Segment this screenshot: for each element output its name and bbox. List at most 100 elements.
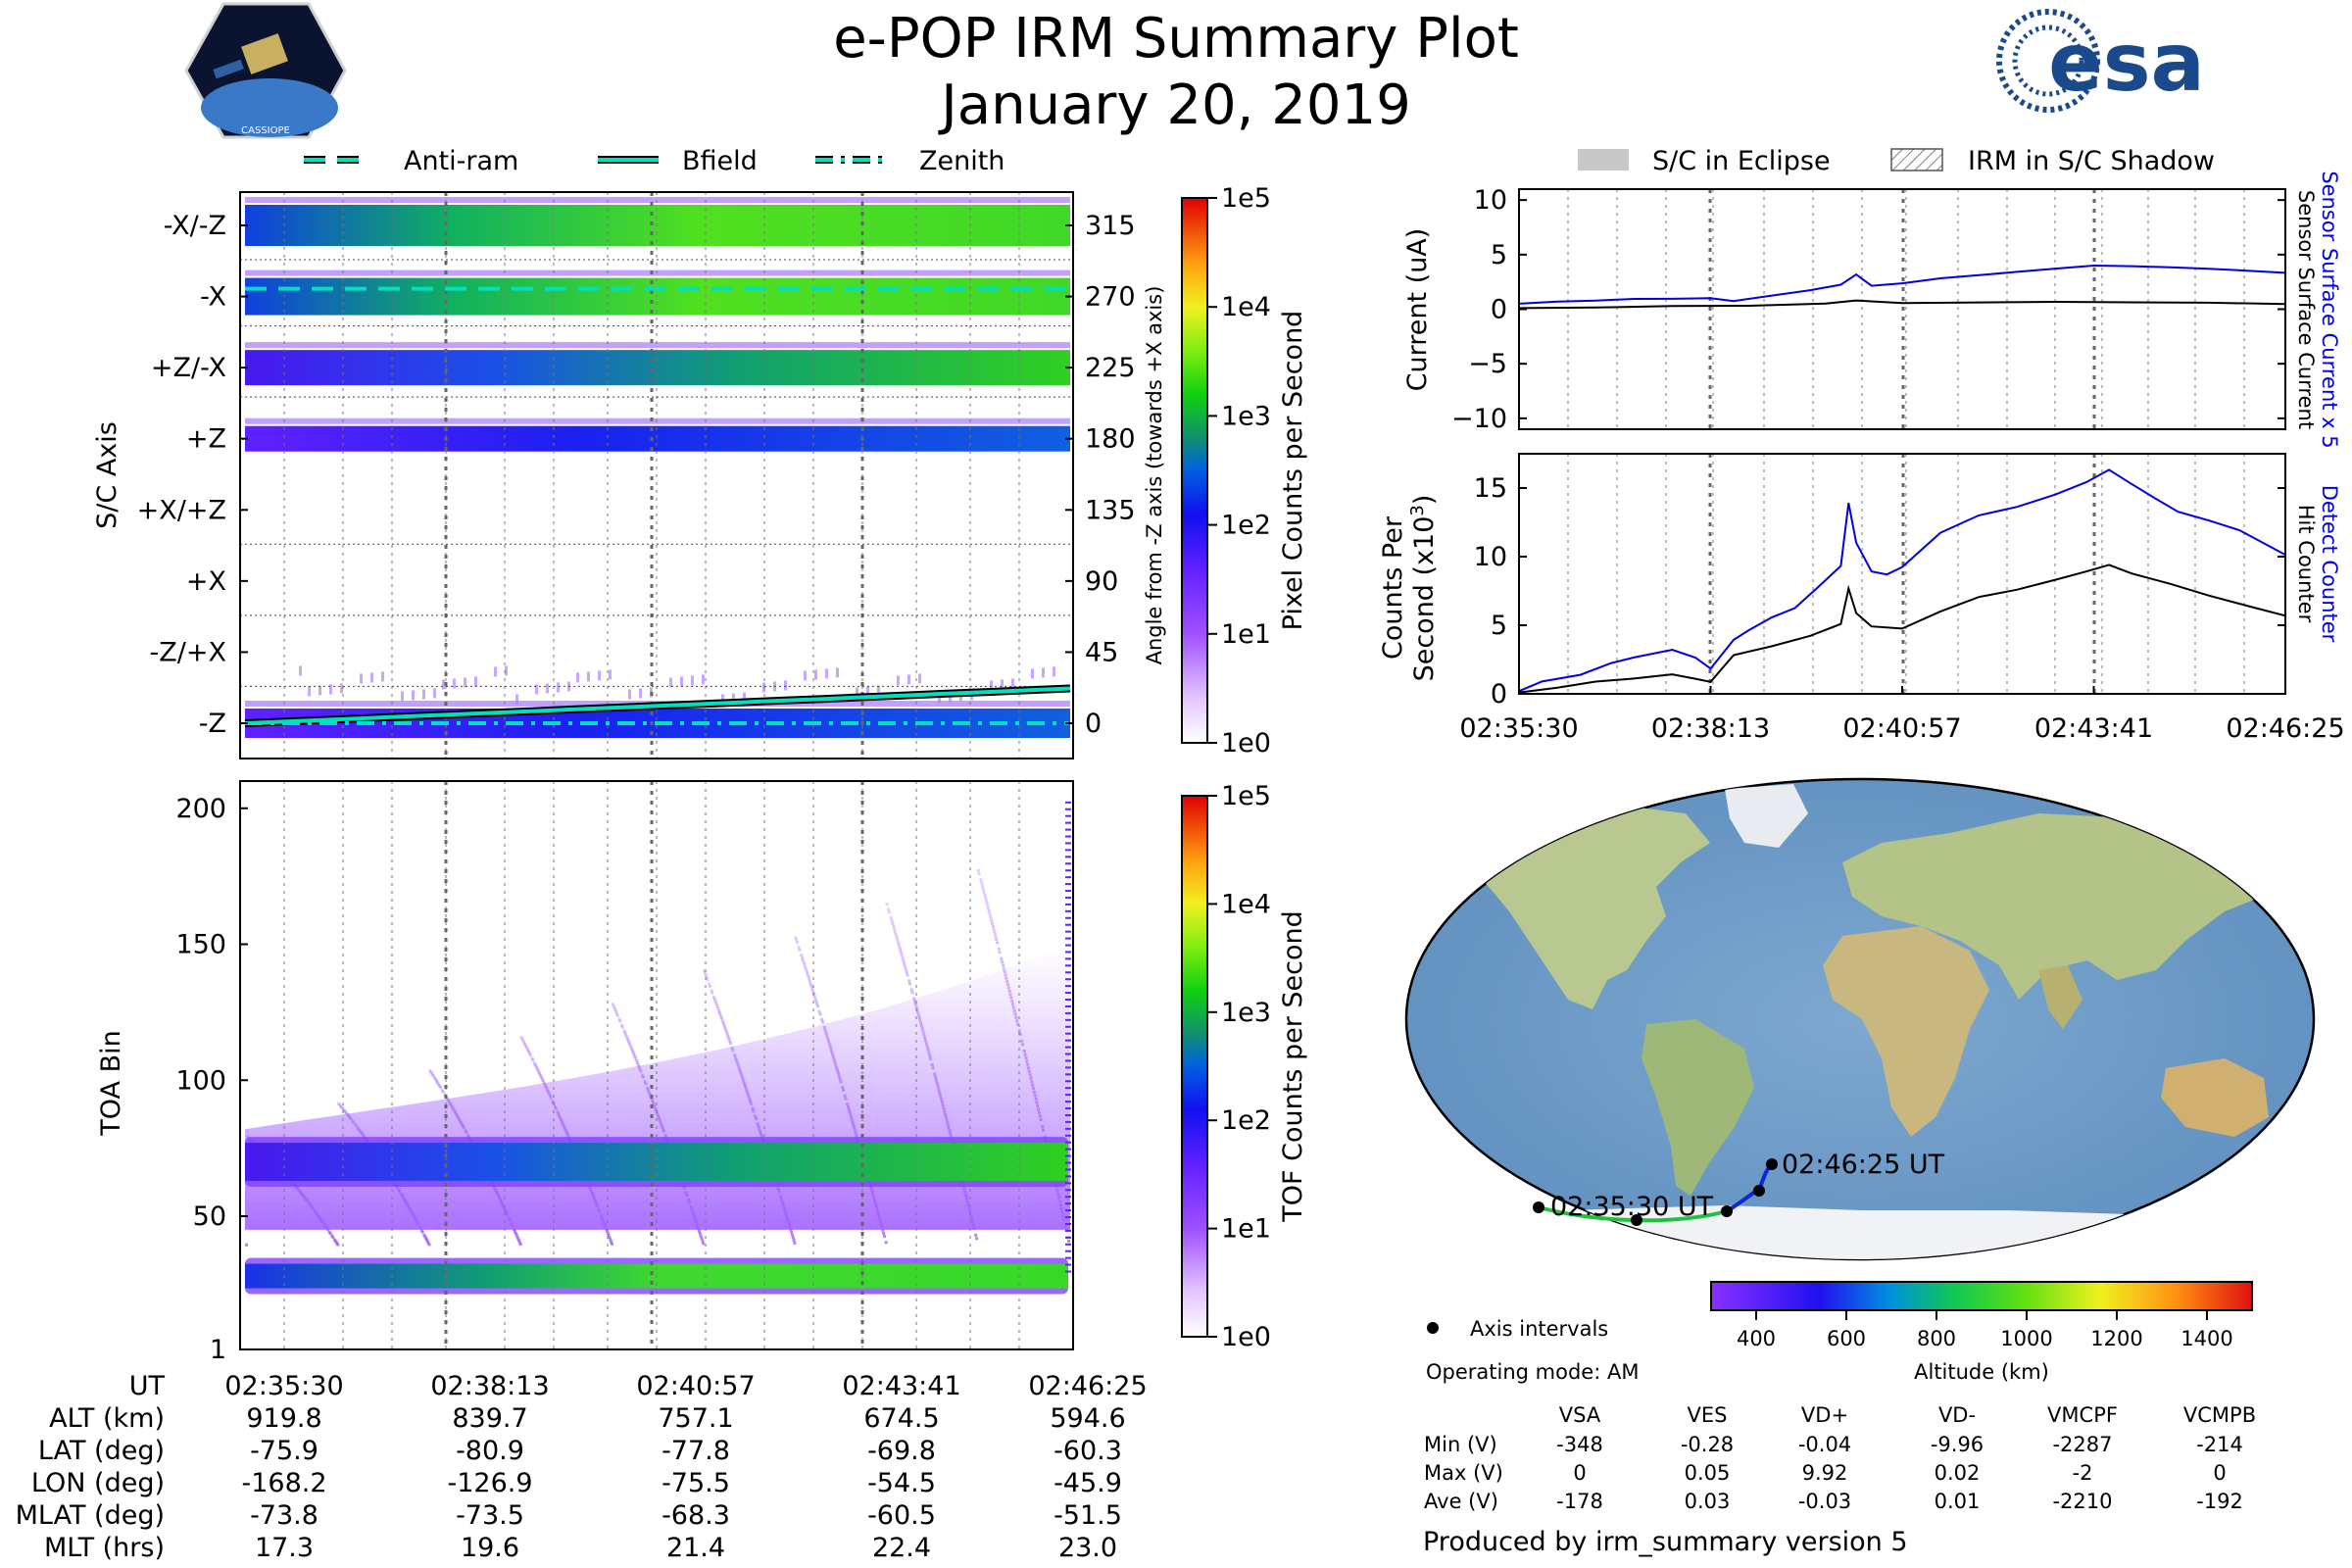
sc-heat-speck (370, 672, 373, 683)
counts-y-ticks: 15 10 5 0 (1474, 473, 2285, 710)
toa-speck (889, 916, 893, 920)
toa-speck (554, 1104, 557, 1108)
toa-speck (497, 1194, 500, 1198)
toa-speck (897, 942, 901, 946)
voltage-cell: -348 (1556, 1433, 1603, 1456)
ephemeris-cell: 22.4 (872, 1533, 931, 1563)
ephemeris-cell: 02:46:25 (1028, 1371, 1147, 1401)
sc-axis-y2label: Angle from -Z axis (towards +X axis) (1143, 286, 1166, 665)
toa-speck (797, 946, 801, 950)
toa-speck (850, 1116, 854, 1120)
toa-speck (776, 1187, 780, 1191)
toa-speck (662, 1129, 665, 1133)
toa-speck (1007, 989, 1011, 993)
toa-speck (362, 1134, 366, 1138)
toa-speck (600, 1216, 604, 1220)
toa-speck (818, 1012, 822, 1016)
sc-heat-speck (990, 680, 993, 691)
line-ytick-label: 15 (1474, 473, 1507, 504)
toa-speck (410, 1209, 413, 1213)
toa-edge-mark (1065, 999, 1071, 1002)
toa-speck (413, 1215, 416, 1219)
toa-speck (944, 1112, 948, 1116)
toa-speck (604, 1225, 608, 1229)
toa-speck (558, 1114, 562, 1118)
toa-speck (528, 1054, 532, 1057)
ephemeris-cell: -80.9 (456, 1436, 524, 1466)
toa-speck (748, 1097, 752, 1101)
toa-speck (734, 1058, 738, 1061)
toa-speck (299, 1191, 303, 1195)
toa-panel: 200 150 100 50 1 TOA Bin (96, 780, 1074, 1365)
voltage-row-label: Ave (V) (1424, 1490, 1498, 1513)
toa-speck (714, 1003, 718, 1006)
toa-speck (990, 918, 994, 922)
toa-speck (881, 1228, 885, 1232)
toa-speck (839, 1080, 843, 1084)
toa-speck (652, 1102, 656, 1106)
toa-speck (885, 903, 889, 906)
toa-speck (810, 989, 814, 993)
toa-edge-mark (1065, 1011, 1071, 1014)
toa-speck (543, 1082, 547, 1086)
sc-heat-speck (557, 682, 560, 693)
toa-speck (784, 1211, 788, 1215)
toa-speck (536, 1068, 540, 1072)
colorbar-tick-label: 1e3 (1221, 401, 1271, 431)
voltage-cell: -192 (2196, 1490, 2243, 1513)
toa-speck (801, 958, 805, 962)
toa-speck (940, 1097, 943, 1101)
counts-xtick-label: 02:35:30 (1459, 713, 1578, 744)
toa-speck (744, 1087, 748, 1091)
toa-speck (987, 909, 991, 912)
toa-speck (792, 1239, 796, 1243)
toa-edge-mark (1065, 964, 1071, 967)
toa-speck (352, 1120, 356, 1124)
sc-heat-speck (381, 671, 384, 682)
footer: Produced by irm_summary version 5 (1423, 1527, 1908, 1557)
toa-speck (629, 1045, 633, 1049)
toa-heat-fill (245, 801, 1071, 1295)
toa-speck (703, 971, 707, 975)
current-legend-surface: Sensor Surface Current (2294, 190, 2318, 429)
operating-mode: Operating mode: AM (1426, 1360, 1639, 1384)
orbit-track-green (1538, 1205, 1728, 1223)
toa-speck (540, 1077, 544, 1081)
toa-speck (322, 1222, 325, 1226)
toa-speck (534, 1065, 538, 1068)
toa-speck (1056, 1192, 1060, 1196)
land-south-america (1642, 1019, 1754, 1196)
toa-edge-mark (1065, 883, 1071, 886)
toa-speck (618, 1019, 622, 1023)
legend-label-zenith: Zenith (919, 146, 1004, 176)
toa-speck (982, 890, 986, 894)
toa-speck (782, 1205, 786, 1209)
ephemeris-cell: -45.9 (1054, 1468, 1122, 1498)
toa-speck (589, 1188, 593, 1191)
toa-speck (995, 938, 999, 942)
toa-speck (327, 1230, 331, 1234)
toa-edge-mark (1065, 1216, 1071, 1219)
toa-speck (1004, 973, 1007, 977)
toa-speck (981, 887, 985, 891)
ephemeris-cell: -51.5 (1054, 1500, 1122, 1531)
voltage-header: VES (1688, 1403, 1728, 1427)
toa-speck (713, 998, 716, 1002)
toa-speck (787, 1222, 791, 1226)
toa-edge-mark (1065, 1113, 1071, 1116)
toa-speck (783, 1208, 787, 1212)
toa-speck (513, 1229, 516, 1233)
toa-speck (429, 1070, 433, 1074)
toa-speck (877, 1213, 881, 1217)
ephemeris-cell: -75.9 (250, 1436, 318, 1466)
toa-speck (457, 1117, 461, 1121)
toa-speck (1030, 1080, 1034, 1084)
toa-speck (790, 1233, 794, 1237)
toa-speck (725, 1032, 729, 1036)
toa-speck (502, 1206, 506, 1209)
sc-axis-angle-labels: 315 270 225 180 135 90 45 0 (1065, 211, 1136, 739)
toa-speck (527, 1050, 531, 1054)
toa-speck (312, 1208, 316, 1212)
toa-speck (332, 1238, 336, 1242)
toa-speck (451, 1105, 454, 1109)
